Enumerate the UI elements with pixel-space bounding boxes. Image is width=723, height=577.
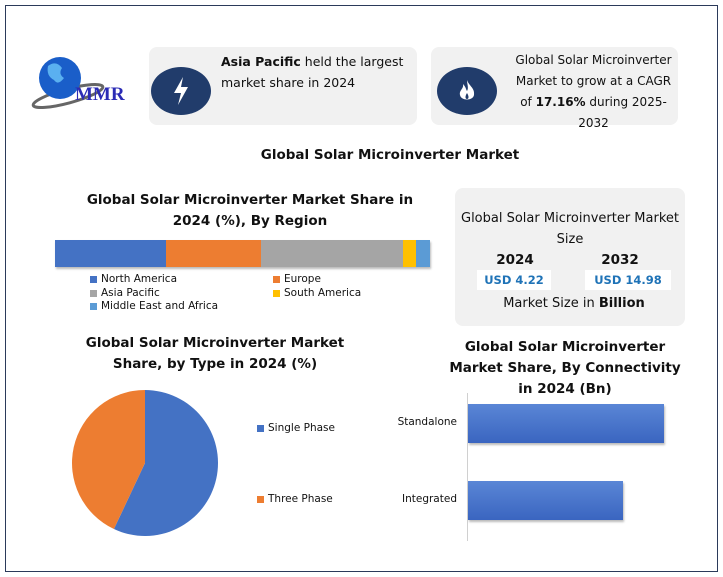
- info-card-cagr: Global Solar Microinverter Market to gro…: [431, 47, 678, 130]
- region-stacked-bar: [55, 240, 430, 267]
- connectivity-label: Standalone: [397, 416, 457, 428]
- legend-swatch: [90, 302, 97, 310]
- pie-legend-item: Three Phase: [257, 493, 333, 505]
- legend-item: Europe: [273, 273, 321, 285]
- legend-label: South America: [284, 287, 362, 299]
- logo-text: MMR: [75, 84, 125, 105]
- legend-item: Middle East and Africa: [90, 300, 218, 312]
- unit-bold: Billion: [598, 296, 645, 311]
- region-segment-north-america: [55, 240, 166, 267]
- year-2024: 2024: [496, 252, 534, 268]
- legend-swatch: [90, 275, 97, 283]
- cagr-value: 17.16%: [535, 95, 586, 109]
- legend-label: North America: [101, 273, 178, 285]
- legend-swatch: [257, 424, 264, 432]
- legend-swatch: [273, 289, 280, 297]
- info-card-region: Asia Pacific held the largest market sha…: [149, 47, 417, 125]
- connectivity-bar-standalone: [468, 404, 664, 443]
- legend-label: Asia Pacific: [101, 287, 160, 299]
- pie-slice-single-phase: [113, 390, 219, 536]
- legend-item: North America: [90, 273, 177, 285]
- market-size-card: Global Solar Microinverter Market Size 2…: [455, 188, 685, 326]
- market-size-title: Global Solar Microinverter Market Size: [461, 211, 679, 247]
- lightning-icon: [151, 67, 211, 115]
- legend-swatch: [273, 275, 280, 283]
- value-2032: USD 14.98: [585, 270, 671, 290]
- region-segment-south-america: [403, 240, 417, 267]
- connectivity-bar-integrated: [468, 481, 623, 520]
- main-title: Global Solar Microinverter Market: [260, 147, 520, 163]
- connectivity-label: Integrated: [402, 493, 457, 505]
- frame: [5, 5, 718, 572]
- pie-slice-three-phase: [72, 390, 145, 530]
- cagr-text-b: during 2025-2032: [578, 95, 667, 130]
- legend-label: Middle East and Africa: [101, 300, 219, 312]
- legend-label: Single Phase: [268, 422, 335, 434]
- highlight-region: Asia Pacific: [221, 54, 301, 69]
- connectivity-axis: [467, 393, 468, 541]
- legend-swatch: [257, 495, 264, 503]
- mmr-logo: MMR: [28, 52, 138, 112]
- connectivity-chart-title: Global Solar Microinverter Market Share,…: [449, 339, 681, 397]
- region-segment-asia-pacific: [260, 240, 403, 267]
- type-chart-title: Global Solar Microinverter Market Share,…: [85, 335, 345, 372]
- cagr-text-a: Global Solar Microinverter Market to gro…: [515, 53, 672, 109]
- legend-item: Asia Pacific: [90, 287, 160, 299]
- unit-text: Market Size in: [503, 296, 599, 311]
- legend-swatch: [90, 289, 97, 297]
- flame-icon: [437, 67, 497, 115]
- type-pie-chart: [72, 390, 219, 536]
- region-segment-middle-east-and-africa: [416, 240, 430, 267]
- region-chart-title: Global Solar Microinverter Market Share …: [86, 192, 414, 229]
- legend-item: South America: [273, 287, 361, 299]
- legend-label: Three Phase: [268, 493, 333, 505]
- legend-label: Europe: [284, 273, 321, 285]
- region-segment-europe: [166, 240, 261, 267]
- year-2032: 2032: [601, 252, 639, 268]
- pie-legend-item: Single Phase: [257, 422, 335, 434]
- value-2024: USD 4.22: [477, 270, 551, 290]
- info-text: held the largest market share in 2024: [221, 54, 404, 90]
- globe-logo-icon: MMR: [31, 57, 125, 110]
